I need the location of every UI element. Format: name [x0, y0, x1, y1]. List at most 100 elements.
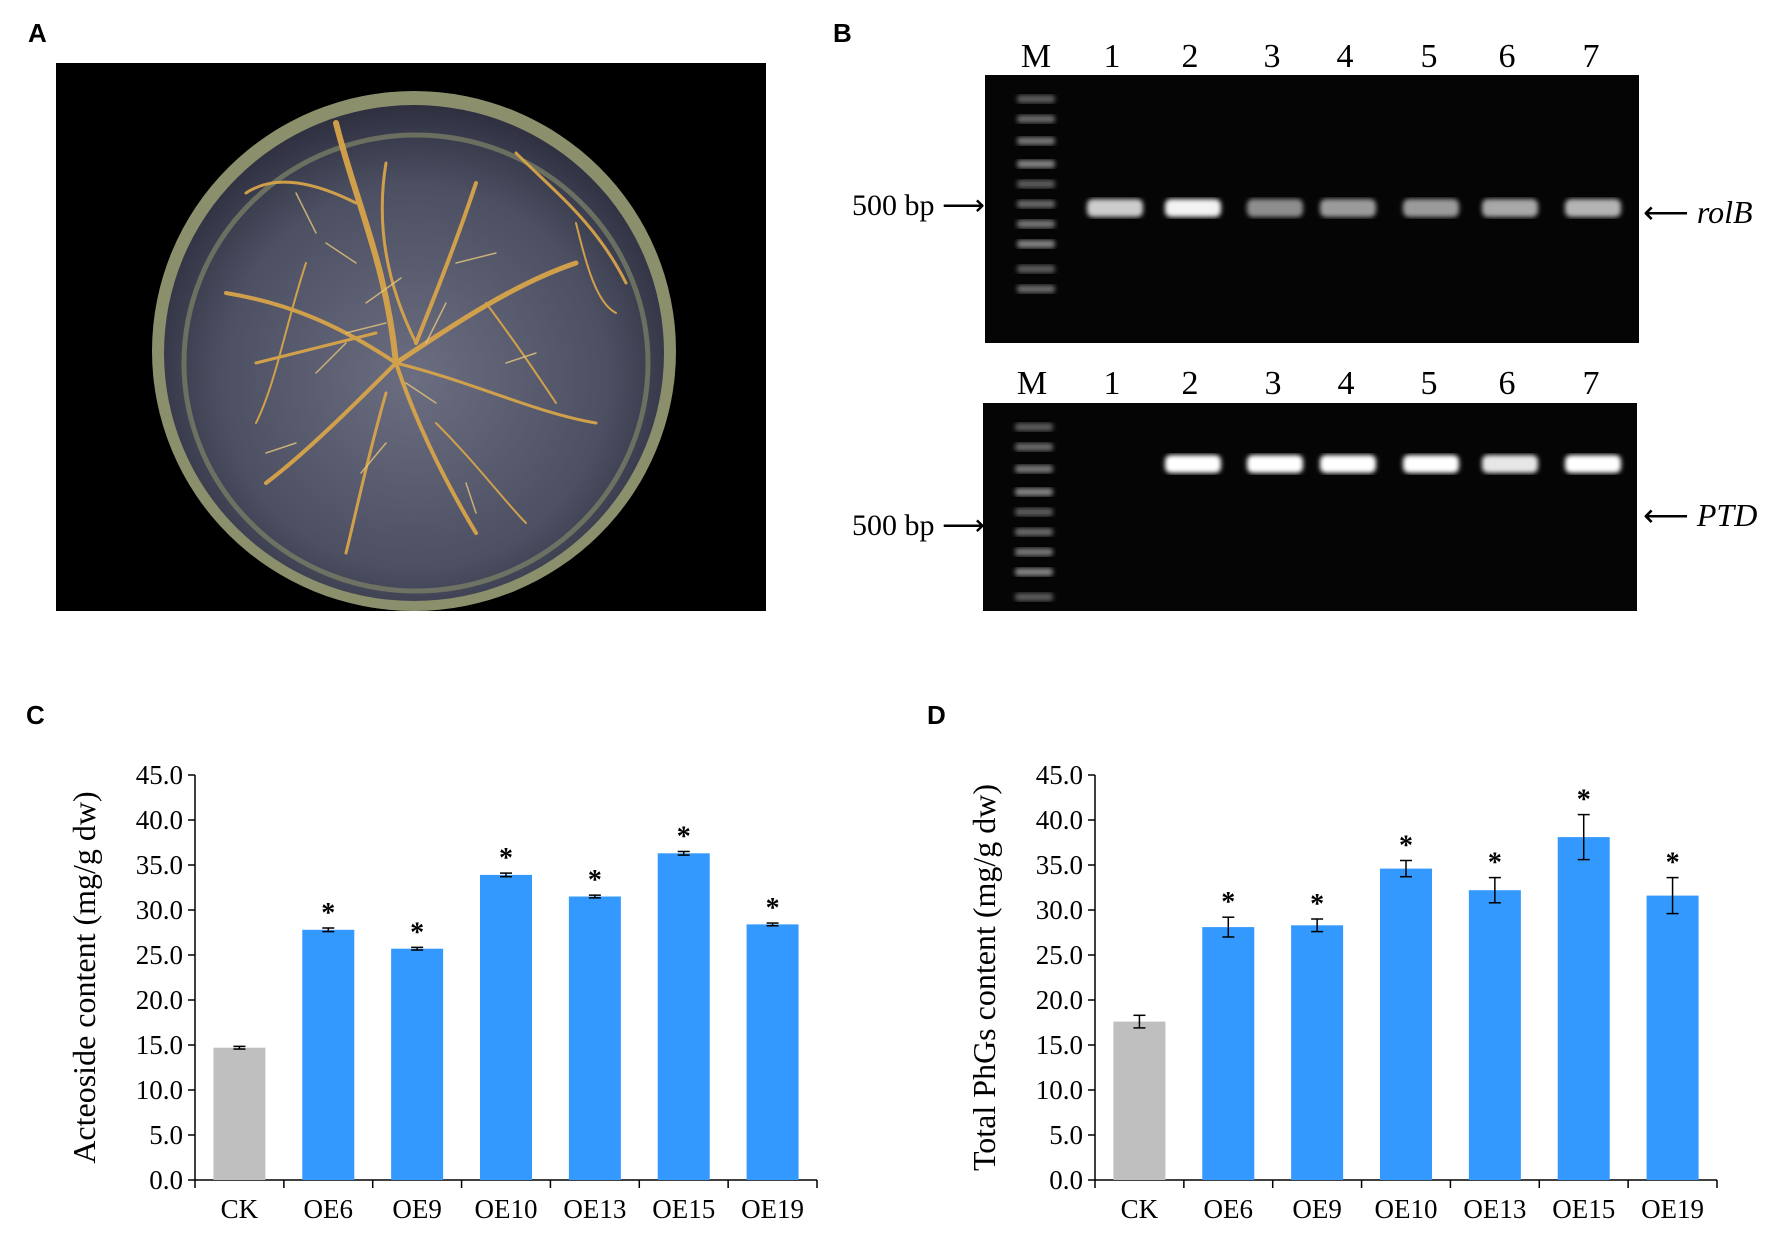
arrow-left-icon: ⟵	[1643, 497, 1689, 533]
panel-label-a: A	[28, 18, 47, 48]
lane-label-3: 3	[1263, 38, 1281, 75]
x-tick-label: OE10	[475, 1194, 538, 1224]
ladder-band	[1015, 528, 1053, 536]
x-tick-label: CK	[1121, 1194, 1159, 1224]
gel-band	[1087, 199, 1143, 217]
y-tick-label: 20.0	[136, 985, 183, 1015]
bar	[568, 896, 621, 1180]
bar	[1646, 895, 1699, 1180]
ladder-band	[1015, 423, 1053, 431]
marker-size-label-ptd: 500 bp ⟶	[852, 508, 985, 543]
ladder-band	[1017, 115, 1055, 123]
lane-label-4: 4	[1337, 365, 1355, 402]
x-tick-label: OE15	[1552, 1194, 1615, 1224]
gel-band	[1482, 455, 1538, 473]
x-tick-label: OE19	[1641, 1194, 1704, 1224]
y-tick-label: 15.0	[136, 1030, 183, 1060]
ladder-band	[1017, 137, 1055, 145]
ladder-band	[1015, 568, 1053, 576]
gene-name: PTD	[1696, 497, 1758, 533]
gene-label-rolb: ⟵ rolB	[1643, 193, 1753, 231]
gel-band	[1320, 199, 1376, 217]
petri-dish-image	[152, 91, 676, 611]
ladder-band	[1017, 95, 1055, 103]
petri-dish-photo	[56, 63, 766, 611]
lane-label-6: 6	[1498, 38, 1516, 75]
y-tick-label: 25.0	[1036, 940, 1083, 970]
y-tick-label: 10.0	[136, 1075, 183, 1105]
arrow-left-icon: ⟵	[1643, 194, 1689, 230]
lane-label-3: 3	[1264, 365, 1282, 402]
lane-label-m: M	[1020, 38, 1052, 75]
x-tick-label: OE6	[1204, 1194, 1254, 1224]
ladder-band	[1017, 240, 1055, 248]
acteoside-bar-chart: 0.0 5.0 10.0 15.0 20.0 25.0 30.0 35.0 40.0 45.0 CK…	[66, 760, 818, 1224]
gel-band	[1320, 455, 1376, 473]
y-tick-label: 45.0	[1036, 760, 1083, 790]
lane-label-7: 7	[1582, 38, 1600, 75]
gene-name: rolB	[1696, 194, 1753, 230]
gel-band	[1565, 455, 1621, 473]
gene-label-ptd: ⟵ PTD	[1643, 496, 1757, 534]
x-tick-label: OE6	[304, 1194, 354, 1224]
ladder-band	[1015, 443, 1053, 451]
gel-band	[1247, 455, 1303, 473]
lane-label-5: 5	[1420, 38, 1438, 75]
y-tick-label: 25.0	[136, 940, 183, 970]
bar	[746, 924, 799, 1180]
lane-label-2: 2	[1181, 365, 1199, 402]
lane-label-4: 4	[1336, 38, 1354, 75]
y-tick-label: 40.0	[136, 805, 183, 835]
significance-mark: *	[321, 898, 335, 929]
ladder-band	[1015, 593, 1053, 601]
lane-label-7: 7	[1582, 365, 1600, 402]
significance-mark: *	[677, 822, 691, 853]
lane-label-5: 5	[1420, 365, 1438, 402]
x-tick-label: OE10	[1375, 1194, 1438, 1224]
significance-mark: *	[766, 893, 780, 924]
panel-label-c: C	[26, 700, 45, 730]
y-axis-label: Acteoside content (mg/g dw)	[66, 791, 102, 1163]
bar	[1380, 868, 1432, 1180]
ladder-band	[1015, 488, 1053, 496]
ladder-band	[1017, 180, 1055, 188]
y-tick-label: 20.0	[1036, 985, 1083, 1015]
significance-mark: *	[1666, 848, 1680, 879]
panel-label-d: D	[927, 700, 946, 730]
ladder-band	[1015, 465, 1053, 473]
gel-band	[1247, 199, 1303, 217]
bar	[1202, 927, 1255, 1180]
gel-band	[1565, 199, 1621, 217]
bar	[1468, 890, 1521, 1180]
y-tick-label: 30.0	[1036, 895, 1083, 925]
lane-label-1: 1	[1103, 38, 1121, 75]
bar	[480, 874, 532, 1180]
ladder-band	[1017, 265, 1055, 273]
y-tick-label: 5.0	[149, 1120, 183, 1150]
y-tick-label: 0.0	[1049, 1165, 1083, 1195]
x-tick-label: OE9	[1292, 1194, 1342, 1224]
gel-band	[1403, 455, 1459, 473]
significance-mark: *	[1310, 889, 1324, 920]
gel-band	[1482, 199, 1538, 217]
significance-mark: *	[410, 917, 424, 948]
y-tick-label: 0.0	[149, 1165, 183, 1195]
bar	[213, 1047, 266, 1180]
arrow-right-icon: ⟶	[942, 509, 986, 542]
bar	[1291, 925, 1344, 1180]
x-tick-label: OE15	[652, 1194, 715, 1224]
lane-label-1: 1	[1103, 365, 1121, 402]
bar	[302, 929, 355, 1180]
gel-image-ptd	[983, 403, 1637, 621]
ladder-band	[1017, 285, 1055, 293]
ladder-band	[1015, 508, 1053, 516]
x-tick-label: OE13	[1463, 1194, 1526, 1224]
x-tick-label: OE13	[563, 1194, 626, 1224]
significance-mark: *	[588, 865, 602, 896]
x-tick-label: CK	[221, 1194, 259, 1224]
significance-mark: *	[1399, 831, 1413, 862]
panel-label-b: B	[833, 18, 852, 48]
marker-size-text: 500 bp	[852, 189, 935, 222]
x-tick-label: OE19	[741, 1194, 804, 1224]
ladder-band	[1017, 160, 1055, 168]
